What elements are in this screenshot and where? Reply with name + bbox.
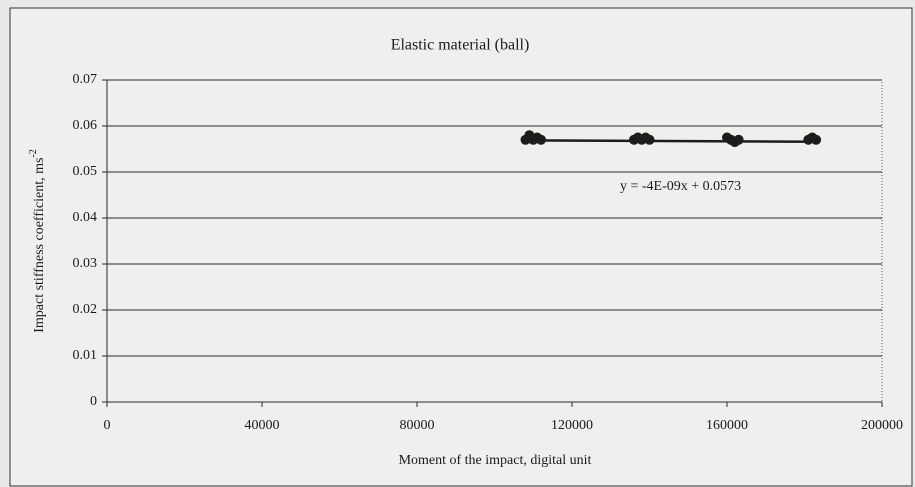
y-tick-label: 0.05 bbox=[73, 164, 98, 179]
y-tick-label: 0.04 bbox=[73, 210, 98, 225]
point bbox=[733, 134, 744, 145]
trendline bbox=[525, 139, 817, 144]
y-tick-label: 0.06 bbox=[73, 118, 98, 133]
point bbox=[644, 134, 655, 145]
x-tick-label: 0 bbox=[104, 418, 111, 433]
y-axis-title-main: Impact stiffness coefficient, ms bbox=[32, 158, 47, 333]
y-tick-label: 0.07 bbox=[73, 72, 98, 87]
chart-frame bbox=[9, 7, 913, 487]
x-tick-label: 120000 bbox=[551, 418, 593, 433]
y-tick-label: 0.02 bbox=[73, 302, 98, 317]
x-tick-label: 200000 bbox=[861, 418, 903, 433]
point bbox=[536, 134, 546, 145]
x-tick-label: 40000 bbox=[245, 418, 280, 433]
y-tick-label: 0.03 bbox=[73, 256, 98, 271]
x-tick-label: 80000 bbox=[400, 418, 435, 433]
y-axis-title: Impact stiffness coefficient, ms-2 bbox=[28, 149, 47, 333]
trendline-label: y = -4E-09x + 0.0573 bbox=[620, 179, 741, 194]
chart-title: Elastic material (ball) bbox=[391, 37, 530, 54]
y-axis-title-sup: -2 bbox=[28, 149, 39, 157]
y-tick-label: 0 bbox=[90, 394, 97, 409]
point bbox=[811, 134, 822, 145]
x-tick-label: 160000 bbox=[706, 418, 748, 433]
y-tick-label: 0.01 bbox=[73, 348, 98, 363]
x-axis-title: Moment of the impact, digital unit bbox=[399, 453, 592, 468]
